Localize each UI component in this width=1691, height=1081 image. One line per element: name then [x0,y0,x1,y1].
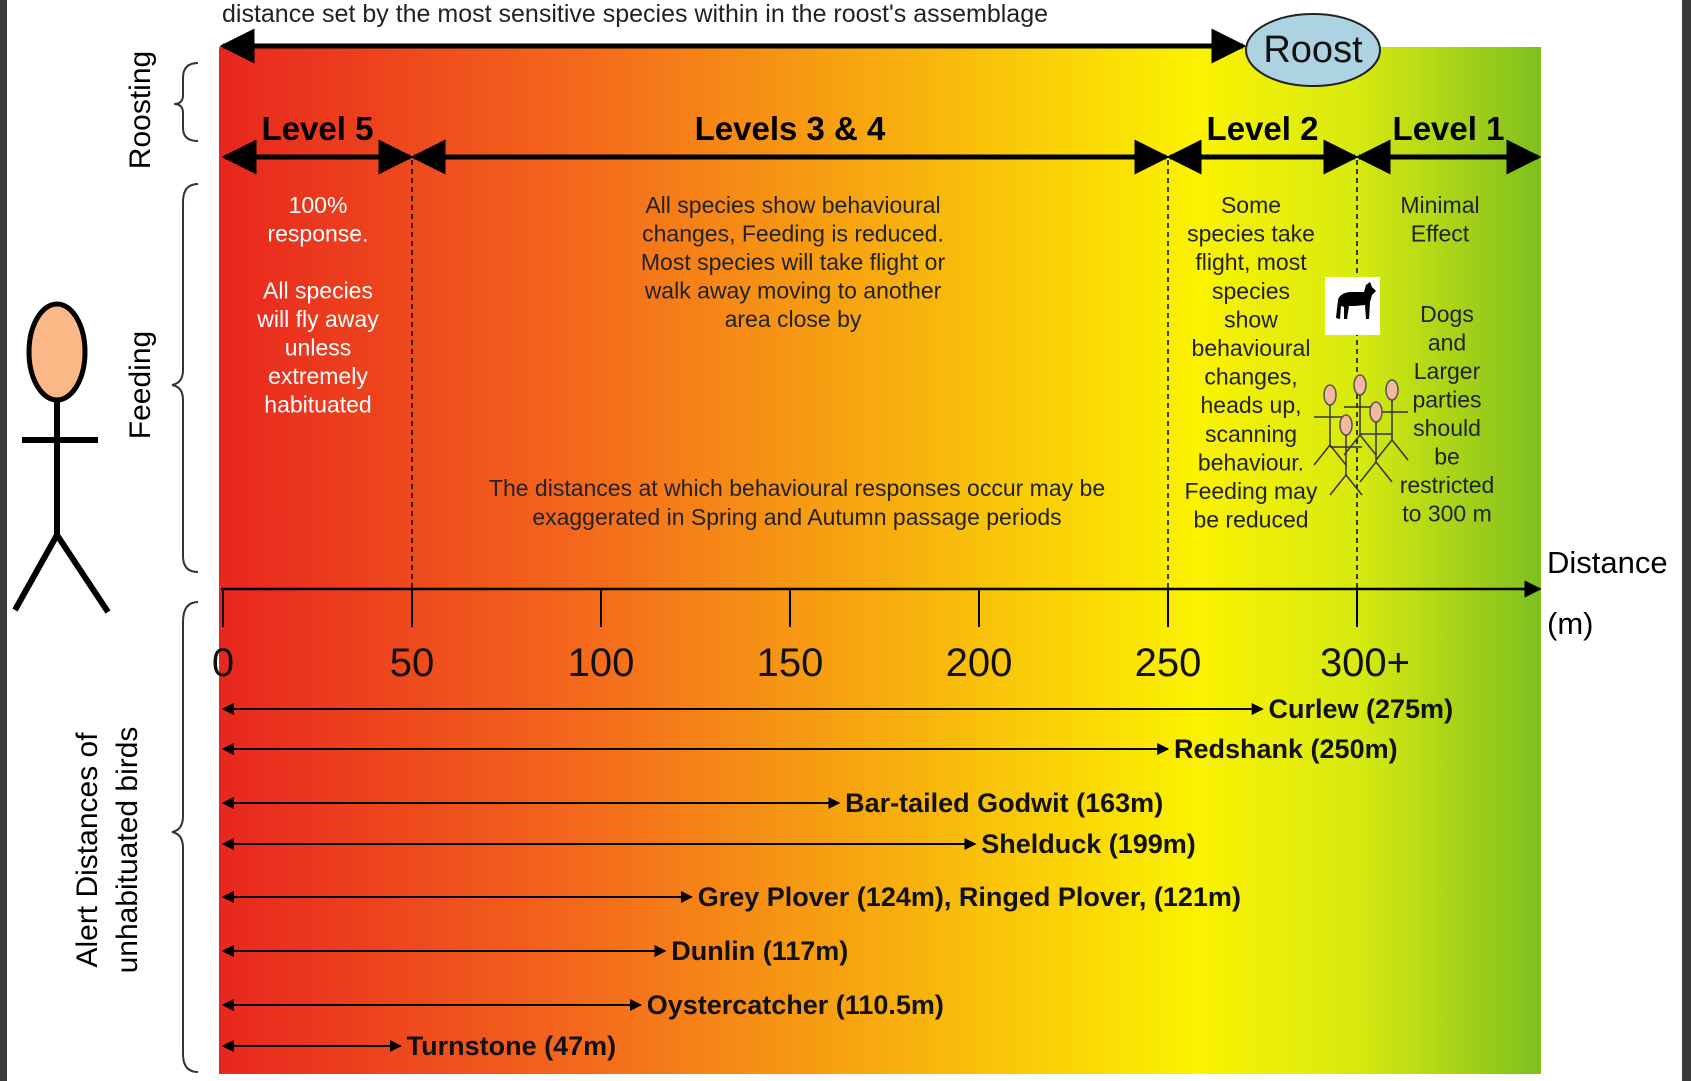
axis-tick-label: 150 [757,641,824,685]
roost-label: Roost [1263,29,1363,71]
axis-tick-label: 200 [946,641,1013,685]
species-label: Turnstone (47m) [407,1031,617,1061]
species-row: Redshank (250m) [221,734,1398,764]
level-label-3: Level 2 [1207,110,1319,147]
side-braces [171,62,199,1073]
species-row: Shelduck (199m) [221,829,1196,859]
feeding-brace [171,183,199,573]
axis-tick-label: 50 [390,641,435,685]
level1-dogs-note: Dogs and Larger parties should be restricted to… [1400,301,1495,527]
species-label: Shelduck (199m) [981,829,1196,859]
species-label: Oystercatcher (110.5m) [647,990,944,1020]
level2-description: Some species take flight, most species show b… [1185,192,1318,533]
species-row: Dunlin (117m) [221,936,848,966]
level-headers: Level 5 Levels 3 & 4 Level 2 Level 1 [221,110,1542,175]
species-row: Turnstone (47m) [221,1031,617,1061]
species-alert-distances: Curlew (275m) Redshank (250m) Bar-tailed G… [221,694,1454,1061]
header-caption: distance set by the most sensitive speci… [222,0,1048,28]
person-figure [1375,379,1409,461]
roosting-brace [173,62,199,142]
dog-icon [1325,277,1380,335]
axis-tick-label: 0 [212,641,234,685]
roosting-label: Roosting [124,51,157,169]
left-edge-bar [0,0,7,1081]
axis-label-unit: (m) [1547,606,1593,641]
person-figure [1359,401,1393,483]
level5-description: 100% response. All species will fly away unl… [256,192,379,418]
species-label: Redshank (250m) [1174,734,1398,764]
alert-label-line2: unhabituated birds [111,727,144,974]
species-row: Curlew (275m) [221,694,1454,724]
distance-axis: 0 50 100 150 200 250 300+ Distance (m) [212,545,1668,685]
level1-description: Minimal Effect [1400,192,1479,247]
right-edge-bar [1682,0,1691,1081]
person-figure [1313,384,1347,466]
level-label-1: Level 5 [262,110,374,147]
alert-brace [171,601,199,1073]
group-of-people-icon [1313,374,1409,496]
axis-tick-label: 300+ [1320,641,1410,685]
species-row: Oystercatcher (110.5m) [221,990,944,1020]
stick-figure-icon [12,301,111,614]
species-row: Bar-tailed Godwit (163m) [221,788,1163,818]
species-label: Bar-tailed Godwit (163m) [845,788,1163,818]
species-label: Curlew (275m) [1269,694,1454,724]
species-label: Dunlin (117m) [671,936,848,966]
alert-label-line1: Alert Distances of [71,732,104,968]
axis-tick-label: 250 [1135,641,1202,685]
level-label-4: Level 1 [1393,110,1505,147]
seasonal-note: The distances at which behavioural respo… [489,475,1105,530]
level-descriptions: 100% response. All species will fly away unl… [256,192,1494,533]
level34-description: All species show behavioural changes, Fee… [641,192,946,332]
roost-badge: Roost [1245,13,1381,87]
level-label-2: Levels 3 & 4 [695,110,886,147]
feeding-label: Feeding [124,331,157,439]
person-figure [1329,414,1363,496]
species-row: Grey Plover (124m), Ringed Plover, (121m… [221,882,1241,912]
species-label: Grey Plover (124m), Ringed Plover, (121m… [698,882,1241,912]
axis-label-distance: Distance [1547,545,1668,580]
axis-tick-label: 100 [568,641,635,685]
